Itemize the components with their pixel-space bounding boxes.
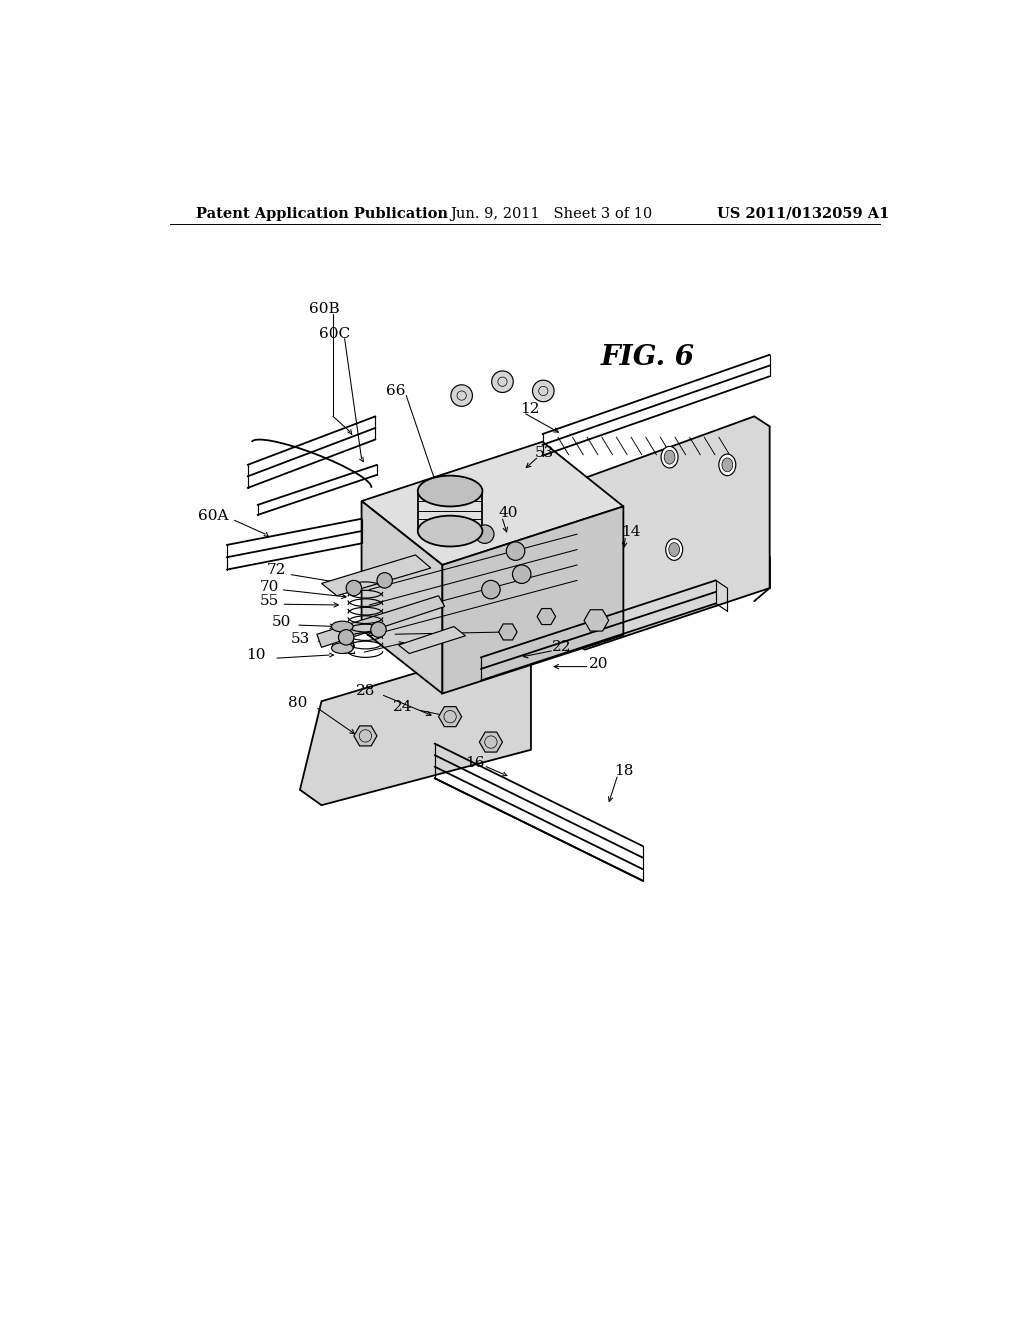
Ellipse shape bbox=[719, 454, 736, 475]
Polygon shape bbox=[361, 442, 624, 565]
Ellipse shape bbox=[665, 450, 675, 465]
Ellipse shape bbox=[662, 446, 678, 469]
Polygon shape bbox=[322, 554, 431, 595]
Circle shape bbox=[475, 525, 494, 544]
Text: 10: 10 bbox=[247, 648, 266, 663]
Text: 40: 40 bbox=[498, 506, 517, 520]
Text: 53: 53 bbox=[536, 446, 554, 459]
Polygon shape bbox=[300, 645, 531, 805]
Text: 60B: 60B bbox=[309, 302, 340, 317]
Text: 16: 16 bbox=[465, 756, 484, 770]
Ellipse shape bbox=[666, 539, 683, 561]
Circle shape bbox=[371, 622, 386, 638]
Text: 18: 18 bbox=[613, 764, 633, 779]
Text: 80: 80 bbox=[288, 696, 307, 710]
Text: 50: 50 bbox=[271, 615, 291, 628]
Text: 66: 66 bbox=[386, 384, 406, 397]
Text: US 2011/0132059 A1: US 2011/0132059 A1 bbox=[717, 207, 890, 220]
Text: Jun. 9, 2011   Sheet 3 of 10: Jun. 9, 2011 Sheet 3 of 10 bbox=[451, 207, 652, 220]
Circle shape bbox=[532, 380, 554, 401]
Text: 20: 20 bbox=[589, 656, 608, 671]
Circle shape bbox=[377, 573, 392, 589]
Polygon shape bbox=[442, 507, 624, 693]
Text: 24: 24 bbox=[392, 700, 412, 714]
Circle shape bbox=[346, 581, 361, 595]
Polygon shape bbox=[398, 627, 466, 653]
Ellipse shape bbox=[418, 516, 482, 546]
Text: 42: 42 bbox=[338, 643, 357, 656]
Text: 60A: 60A bbox=[199, 510, 229, 524]
Text: FIG. 6: FIG. 6 bbox=[601, 343, 695, 371]
Text: 55: 55 bbox=[259, 594, 279, 609]
Polygon shape bbox=[569, 416, 770, 649]
Text: 22: 22 bbox=[552, 640, 571, 655]
Ellipse shape bbox=[332, 622, 353, 632]
Polygon shape bbox=[316, 595, 444, 647]
Circle shape bbox=[492, 371, 513, 392]
Text: 14: 14 bbox=[622, 525, 641, 539]
Polygon shape bbox=[361, 502, 442, 693]
Circle shape bbox=[512, 565, 531, 583]
Circle shape bbox=[451, 385, 472, 407]
Ellipse shape bbox=[418, 475, 482, 507]
Text: Patent Application Publication: Patent Application Publication bbox=[196, 207, 449, 220]
Circle shape bbox=[339, 630, 354, 645]
Ellipse shape bbox=[332, 643, 353, 653]
Text: 28: 28 bbox=[366, 624, 385, 639]
Text: 72: 72 bbox=[267, 564, 287, 577]
Ellipse shape bbox=[722, 458, 733, 471]
Circle shape bbox=[481, 581, 500, 599]
Text: 53: 53 bbox=[291, 632, 309, 645]
Circle shape bbox=[506, 543, 524, 561]
Ellipse shape bbox=[669, 543, 680, 557]
Text: 60C: 60C bbox=[319, 327, 350, 341]
Text: 28: 28 bbox=[355, 684, 375, 698]
Text: 12: 12 bbox=[519, 401, 540, 416]
Text: 70: 70 bbox=[259, 579, 279, 594]
